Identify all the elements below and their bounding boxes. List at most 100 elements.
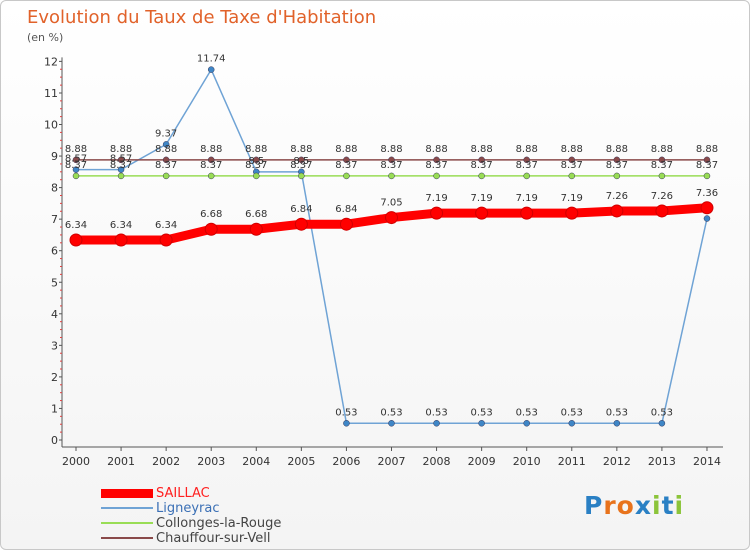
data-point-chauffour-sur-vell	[613, 156, 621, 164]
data-label-ligneyrac: 9.37	[155, 128, 177, 139]
data-label-chauffour-sur-vell: 8.88	[606, 144, 628, 155]
data-label-ligneyrac: 0.53	[651, 407, 673, 418]
data-point-chauffour-sur-vell	[207, 156, 215, 164]
data-point-chauffour-sur-vell	[343, 156, 350, 164]
data-label-saillac: 7.19	[470, 193, 492, 204]
data-label-ligneyrac: 0.53	[380, 407, 402, 418]
data-point-collonges-la-rouge	[433, 172, 440, 180]
logo-letter: r	[603, 491, 617, 520]
logo-letter: x	[634, 491, 652, 520]
data-label-saillac: 6.84	[290, 204, 312, 215]
x-tick-label: 2014	[693, 455, 721, 468]
data-label-collonges-la-rouge: 8.37	[245, 160, 267, 171]
y-tick-label: 5	[51, 276, 58, 289]
logo-letter: P	[584, 491, 604, 520]
data-label-saillac: 6.68	[245, 209, 267, 220]
data-point-chauffour-sur-vell	[703, 156, 711, 164]
logo-letter: t	[661, 491, 675, 520]
data-label-saillac: 6.34	[155, 220, 177, 231]
data-point-saillac	[565, 206, 579, 220]
y-tick-label: 10	[44, 119, 58, 132]
x-tick-label: 2008	[423, 455, 451, 468]
y-tick-label: 12	[44, 55, 58, 68]
x-tick-label: 2013	[648, 455, 676, 468]
data-point-ligneyrac	[162, 141, 170, 148]
data-label-chauffour-sur-vell: 8.88	[155, 144, 177, 155]
data-point-saillac	[700, 201, 714, 215]
data-point-collonges-la-rouge	[207, 172, 215, 180]
data-label-saillac: 7.26	[651, 191, 673, 202]
legend-label: Ligneyrac	[156, 501, 220, 516]
y-tick-label: 6	[51, 245, 58, 258]
data-point-ligneyrac	[478, 420, 485, 427]
data-point-saillac	[294, 217, 308, 231]
data-point-collonges-la-rouge	[703, 172, 711, 180]
data-point-collonges-la-rouge	[117, 172, 125, 180]
data-point-chauffour-sur-vell	[388, 156, 395, 164]
data-point-collonges-la-rouge	[72, 172, 80, 180]
data-label-ligneyrac: 0.53	[516, 407, 538, 418]
data-label-collonges-la-rouge: 8.37	[200, 160, 222, 171]
data-label-saillac: 7.19	[516, 193, 538, 204]
data-label-ligneyrac: 0.53	[561, 407, 583, 418]
data-label-saillac: 7.05	[380, 198, 402, 209]
x-tick-label: 2005	[287, 455, 315, 468]
data-point-chauffour-sur-vell	[523, 156, 530, 164]
data-label-ligneyrac: 0.53	[470, 407, 492, 418]
data-point-ligneyrac	[658, 420, 666, 427]
data-point-collonges-la-rouge	[162, 172, 170, 180]
data-point-saillac	[159, 233, 173, 247]
x-tick-label: 2006	[332, 455, 360, 468]
x-tick-label: 2012	[603, 455, 631, 468]
data-point-chauffour-sur-vell	[478, 156, 485, 164]
data-label-saillac: 6.34	[110, 220, 132, 231]
data-point-saillac	[610, 204, 624, 218]
x-tick-label: 2000	[62, 455, 90, 468]
data-point-chauffour-sur-vell	[72, 156, 80, 164]
data-label-chauffour-sur-vell: 8.88	[65, 144, 87, 155]
y-tick-label: 0	[51, 434, 58, 447]
data-label-ligneyrac: 8.57	[65, 154, 87, 165]
data-label-chauffour-sur-vell: 8.88	[651, 144, 673, 155]
y-tick-label: 9	[51, 150, 58, 163]
data-point-ligneyrac	[388, 420, 395, 427]
data-point-ligneyrac	[703, 215, 711, 222]
data-label-chauffour-sur-vell: 8.88	[335, 144, 357, 155]
data-label-collonges-la-rouge: 8.37	[606, 160, 628, 171]
data-label-saillac: 6.34	[65, 220, 87, 231]
data-label-collonges-la-rouge: 8.37	[335, 160, 357, 171]
x-tick-label: 2003	[197, 455, 225, 468]
data-label-collonges-la-rouge: 8.37	[696, 160, 718, 171]
legend-label: Chauffour-sur-Vell	[156, 531, 271, 546]
x-tick-label: 2011	[558, 455, 586, 468]
legend-swatch	[101, 507, 153, 509]
data-label-saillac: 7.19	[561, 193, 583, 204]
data-point-saillac	[475, 206, 489, 220]
data-point-saillac	[69, 233, 83, 247]
data-point-ligneyrac	[613, 420, 621, 427]
data-point-saillac	[204, 222, 218, 236]
data-point-chauffour-sur-vell	[117, 156, 125, 164]
data-point-ligneyrac	[343, 420, 350, 427]
logo-letter: i	[652, 491, 662, 520]
data-label-chauffour-sur-vell: 8.88	[696, 144, 718, 155]
chart-title: Evolution du Taux de Taxe d'Habitation	[27, 7, 377, 28]
data-point-chauffour-sur-vell	[253, 156, 260, 164]
y-tick-label: 2	[51, 371, 58, 384]
logo-letter: i	[674, 491, 685, 520]
data-label-saillac: 7.26	[606, 191, 628, 202]
data-point-chauffour-sur-vell	[433, 156, 440, 164]
series-line-ligneyrac	[76, 68, 708, 425]
data-point-collonges-la-rouge	[343, 172, 350, 180]
y-tick-label: 1	[51, 402, 58, 415]
legend-label: Collonges-la-Rouge	[156, 516, 282, 531]
x-tick-label: 2010	[513, 455, 541, 468]
data-point-collonges-la-rouge	[478, 172, 485, 180]
x-tick-label: 2007	[377, 455, 405, 468]
data-label-collonges-la-rouge: 8.37	[110, 160, 132, 171]
data-label-collonges-la-rouge: 8.37	[380, 160, 402, 171]
data-label-ligneyrac: 0.53	[335, 407, 357, 418]
data-point-saillac	[430, 206, 444, 220]
legend-label: SAILLAC	[156, 486, 210, 501]
